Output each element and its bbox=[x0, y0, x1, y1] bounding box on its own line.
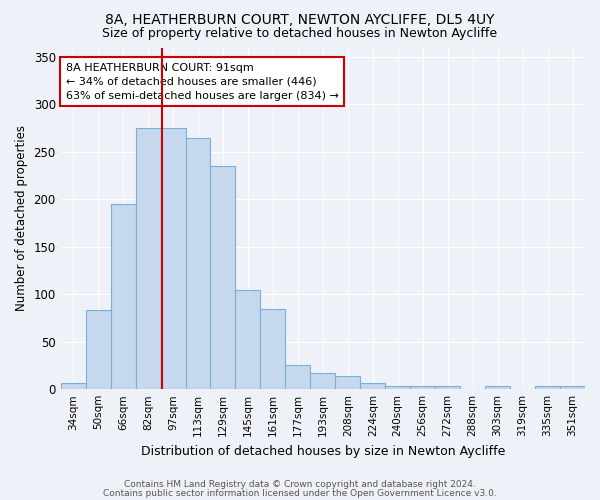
Bar bbox=[185, 138, 211, 389]
Bar bbox=[86, 310, 110, 389]
Bar bbox=[410, 386, 435, 389]
Bar bbox=[335, 376, 360, 389]
Bar bbox=[385, 386, 410, 389]
X-axis label: Distribution of detached houses by size in Newton Aycliffe: Distribution of detached houses by size … bbox=[140, 444, 505, 458]
Bar bbox=[211, 166, 235, 389]
Bar bbox=[286, 366, 310, 389]
Bar bbox=[310, 373, 335, 389]
Bar bbox=[235, 290, 260, 389]
Bar bbox=[161, 128, 185, 389]
Bar bbox=[485, 386, 510, 389]
Bar bbox=[110, 204, 136, 389]
Y-axis label: Number of detached properties: Number of detached properties bbox=[15, 126, 28, 312]
Text: 8A, HEATHERBURN COURT, NEWTON AYCLIFFE, DL5 4UY: 8A, HEATHERBURN COURT, NEWTON AYCLIFFE, … bbox=[105, 12, 495, 26]
Bar bbox=[435, 386, 460, 389]
Text: 8A HEATHERBURN COURT: 91sqm
← 34% of detached houses are smaller (446)
63% of se: 8A HEATHERBURN COURT: 91sqm ← 34% of det… bbox=[66, 63, 339, 101]
Bar bbox=[61, 384, 86, 389]
Bar bbox=[360, 382, 385, 389]
Text: Contains public sector information licensed under the Open Government Licence v3: Contains public sector information licen… bbox=[103, 489, 497, 498]
Text: Contains HM Land Registry data © Crown copyright and database right 2024.: Contains HM Land Registry data © Crown c… bbox=[124, 480, 476, 489]
Bar bbox=[535, 386, 560, 389]
Bar bbox=[260, 308, 286, 389]
Bar bbox=[560, 386, 585, 389]
Text: Size of property relative to detached houses in Newton Aycliffe: Size of property relative to detached ho… bbox=[103, 28, 497, 40]
Bar bbox=[136, 128, 161, 389]
